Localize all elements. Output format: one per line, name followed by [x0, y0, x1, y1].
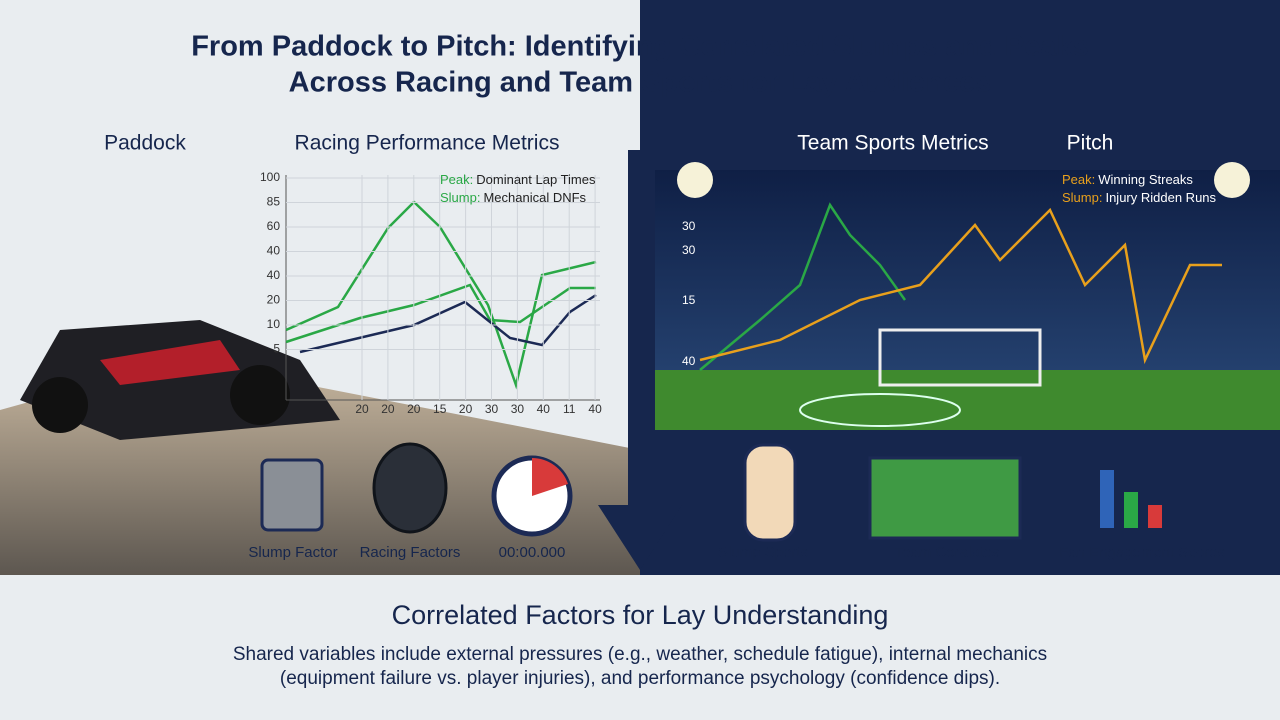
legend-text: Mechanical DNFs — [483, 190, 586, 205]
stopwatch-segment — [532, 458, 568, 496]
y-tick-label: 30 — [682, 243, 696, 257]
floodlight — [677, 162, 713, 198]
x-tick-label: 15 — [433, 402, 447, 416]
legend-entry: Slump: Mechanical DNFs — [440, 190, 587, 205]
legend-key: Peak: — [440, 172, 473, 187]
legend-entry: Slump: Injury Ridden Runs — [1062, 190, 1217, 205]
x-tick-label: 40 — [588, 402, 602, 416]
y-tick-label: 60 — [267, 219, 281, 233]
x-tick-label: 20 — [407, 402, 421, 416]
bar-icon — [1124, 492, 1138, 528]
divider-arrow — [598, 150, 682, 570]
legend-entry: Peak: Dominant Lap Times — [440, 172, 596, 187]
car-stripe — [100, 340, 240, 385]
legend-text: Dominant Lap Times — [476, 172, 596, 187]
y-tick-label: 40 — [267, 268, 281, 282]
y-tick-label: 30 — [682, 219, 696, 233]
footer-body: Shared variables include external pressu… — [233, 644, 1047, 665]
x-tick-label: 40 — [537, 402, 551, 416]
y-tick-label: 20 — [267, 293, 281, 307]
icon-label: Team Coralates — [894, 544, 999, 561]
pitch — [655, 370, 1280, 430]
icon-label: Slump Factor — [248, 544, 337, 561]
tyre-icon — [372, 442, 448, 534]
y-tick-label: 10 — [267, 317, 281, 331]
y-tick-label: 100 — [260, 170, 280, 184]
y-tick-label: 15 — [682, 293, 696, 307]
icon-label: Racing Factors — [360, 544, 461, 561]
x-tick-label: 20 — [381, 402, 395, 416]
chart-title: Team Sports Metrics — [797, 132, 988, 155]
footer-heading: Correlated Factors for Lay Understanding — [392, 600, 889, 630]
y-tick-label: 40 — [682, 354, 696, 368]
title: Across Racing and Team Sports for Lay Au… — [289, 67, 992, 99]
wheel — [230, 365, 290, 425]
chart-title: Racing Performance Metrics — [295, 132, 560, 155]
goal — [878, 328, 1042, 387]
knee-icon — [743, 443, 797, 542]
peak-line — [285, 283, 596, 344]
legend-text: Winning Streaks — [1098, 172, 1193, 187]
legend-key: Peak: — [1062, 172, 1095, 187]
icons — [260, 442, 1162, 542]
y-tick-label: 5 — [273, 342, 280, 356]
x-tick-label: 11 — [563, 402, 576, 416]
bar-icon — [1148, 505, 1162, 528]
bar-icon — [1100, 470, 1114, 528]
floodlight — [1214, 162, 1250, 198]
piston-icon — [260, 458, 324, 532]
legend-text: Injury Ridden Runs — [1105, 190, 1216, 205]
team-chart — [699, 202, 1222, 371]
wheel — [32, 377, 88, 433]
title: From Paddock to Pitch: Identifying Corre… — [191, 31, 1089, 63]
icon-label: Slump Sports — [718, 544, 808, 561]
x-tick-label: 20 — [459, 402, 473, 416]
footer-panel — [0, 575, 1280, 720]
y-tick-label: 85 — [267, 195, 281, 209]
legend-key: Slump: — [1062, 190, 1102, 205]
icon-label: Fan Engagement Scores — [1059, 544, 1225, 561]
peak-line — [699, 202, 907, 371]
legend-entry: Peak: Winning Streaks — [1062, 172, 1193, 187]
pitch-circle — [799, 393, 961, 427]
x-tick-label: 30 — [485, 402, 499, 416]
section-label: Pitch — [1067, 132, 1114, 155]
x-tick-label: 20 — [355, 402, 369, 416]
footer-body: (equipment failure vs. player injuries),… — [280, 668, 1000, 689]
icon-label: 00:00.000 — [499, 544, 566, 561]
legend-key: Slump: — [440, 190, 480, 205]
x-tick-label: 30 — [511, 402, 525, 416]
slump-line — [699, 207, 1222, 365]
field-icon — [868, 456, 1022, 540]
section-label: Paddock — [104, 132, 186, 155]
y-tick-label: 40 — [267, 244, 281, 258]
